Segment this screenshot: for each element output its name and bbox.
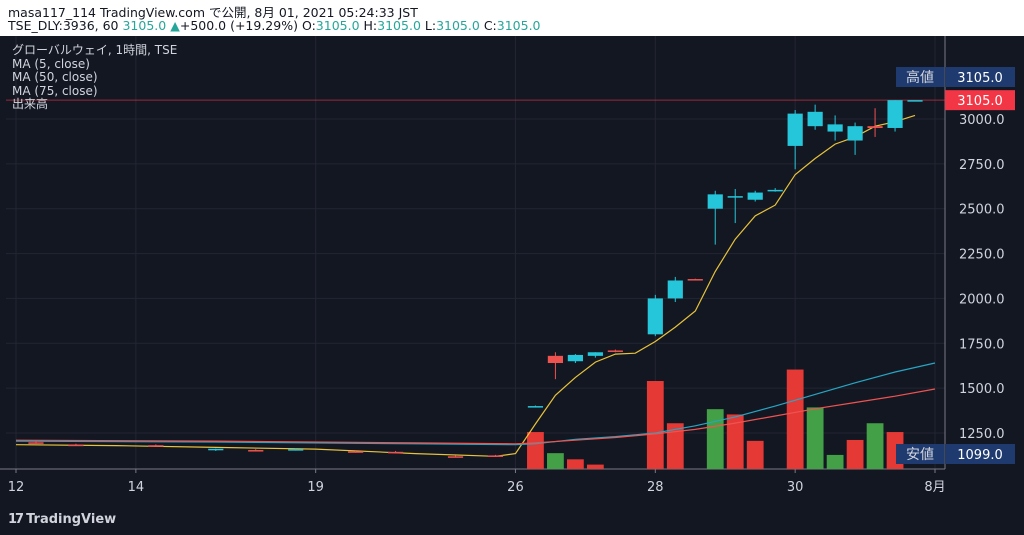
candle-body bbox=[68, 444, 84, 447]
candle-body bbox=[547, 355, 564, 364]
candle-body bbox=[248, 450, 264, 452]
volume-bar bbox=[806, 407, 824, 469]
x-tick-label: 14 bbox=[128, 480, 145, 495]
y-tick-label: 3000.0 bbox=[959, 113, 1005, 128]
volume-bar bbox=[527, 432, 544, 469]
candle-body bbox=[387, 451, 404, 454]
last-price: 3105.0 bbox=[122, 18, 167, 33]
y-tick-label: 1250.0 bbox=[959, 427, 1005, 442]
candle-body bbox=[747, 192, 763, 200]
tradingview-logo-text: TradingView bbox=[26, 512, 117, 527]
ma-line bbox=[15, 114, 916, 457]
close-value: 3105.0 bbox=[496, 18, 541, 33]
low-badge-label-bg bbox=[896, 444, 944, 464]
x-tick-label: 30 bbox=[787, 480, 804, 495]
x-tick-label: 28 bbox=[647, 480, 664, 495]
candle-body bbox=[827, 124, 843, 132]
high-badge-value-bg bbox=[945, 67, 1015, 87]
high-value: 3105.0 bbox=[377, 18, 421, 33]
candle-body bbox=[907, 100, 923, 102]
volume-bar bbox=[646, 381, 664, 469]
candle-body bbox=[567, 354, 583, 362]
volume-bar bbox=[706, 409, 724, 469]
candle-body bbox=[847, 126, 863, 141]
symbol-label: TSE_DLY:3936, 60 bbox=[8, 18, 123, 33]
candle-body bbox=[867, 126, 883, 128]
legend-symbol-title[interactable]: グローバルウェイ, 1時間, TSE bbox=[12, 43, 178, 57]
legend-ma50[interactable]: MA (50, close) bbox=[12, 70, 98, 84]
open-value: 3105.0 bbox=[315, 18, 360, 33]
candle-body bbox=[208, 448, 224, 451]
tradingview-mark-icon: 17 bbox=[8, 512, 24, 527]
legend-ma75[interactable]: MA (75, close) bbox=[12, 83, 98, 98]
volume-bar bbox=[567, 459, 584, 469]
candle-body bbox=[527, 406, 544, 408]
candle-body bbox=[148, 445, 164, 447]
candle-body bbox=[587, 352, 603, 356]
change-arrow-icon: ▲ bbox=[170, 18, 180, 33]
volume-bar bbox=[586, 464, 604, 469]
low-badge-value-bg bbox=[945, 444, 1015, 464]
high-badge-label: 高値 bbox=[906, 69, 934, 86]
last-price-badge-value-bg bbox=[945, 90, 1015, 111]
candle-body bbox=[348, 451, 364, 453]
x-tick-label: 19 bbox=[307, 480, 324, 495]
tradingview-logo[interactable]: 17 TradingView bbox=[8, 512, 116, 527]
volume-bar bbox=[786, 369, 804, 469]
y-tick-label: 2000.0 bbox=[959, 292, 1005, 307]
low-badge-label: 安値 bbox=[906, 447, 934, 463]
ma-line bbox=[15, 362, 936, 446]
volume-bar bbox=[547, 453, 564, 469]
low-value: 3105.0 bbox=[436, 18, 480, 33]
low-badge-value: 1099.0 bbox=[957, 448, 1003, 463]
candle-body bbox=[447, 456, 464, 458]
legend-ma5[interactable]: MA (5, close) bbox=[12, 56, 90, 71]
price-chart[interactable]: 1250.0 1500.0 1750.0 2000.0 2250.0 2500.0 2750… bbox=[0, 36, 1024, 503]
volume-bar bbox=[826, 454, 844, 469]
candle-body bbox=[28, 442, 44, 444]
last-price-badge-value: 3105.0 bbox=[957, 94, 1003, 109]
candle-body bbox=[727, 196, 743, 198]
close-label: C: bbox=[483, 18, 497, 33]
volume-bar bbox=[866, 423, 884, 469]
x-tick-label: 12 bbox=[8, 480, 25, 495]
volume-bar bbox=[746, 440, 764, 469]
candle-body bbox=[787, 113, 803, 146]
volume-bar bbox=[846, 439, 864, 469]
candle-body bbox=[607, 350, 623, 352]
x-tick-label: 8月 bbox=[924, 480, 945, 495]
x-tick-label: 26 bbox=[507, 480, 524, 495]
footer: 17 TradingView bbox=[0, 503, 1024, 535]
ohlc-line: TSE_DLY:3936, 60 3105.0 ▲+500.0 (+19.29%… bbox=[8, 18, 541, 33]
candle-body bbox=[687, 279, 703, 281]
high-label: H: bbox=[363, 18, 378, 33]
candle-body bbox=[887, 100, 903, 128]
y-tick-label: 2250.0 bbox=[959, 248, 1005, 263]
candle-body bbox=[707, 194, 723, 209]
high-badge-value: 3105.0 bbox=[957, 71, 1003, 86]
y-tick-label: 2750.0 bbox=[959, 158, 1005, 173]
publish-info: masa117_114 TradingView.com で公開, 8月 01, … bbox=[8, 5, 418, 20]
indicator-legend: グローバルウェイ, 1時間, TSE MA (5, close) MA (50,… bbox=[12, 43, 178, 112]
chart-header: masa117_114 TradingView.com で公開, 8月 01, … bbox=[0, 0, 1024, 36]
y-tick-label: 1500.0 bbox=[959, 382, 1005, 397]
candle-body bbox=[647, 298, 663, 335]
candle-body bbox=[288, 449, 304, 451]
candle-body bbox=[767, 189, 783, 192]
candle-body bbox=[807, 111, 823, 127]
candle-body bbox=[487, 455, 504, 457]
open-label: O: bbox=[301, 18, 316, 33]
high-badge-label-bg bbox=[896, 67, 944, 87]
change-value: +500.0 (+19.29%) bbox=[179, 18, 298, 33]
y-tick-label: 1750.0 bbox=[959, 337, 1005, 352]
y-tick-label: 2500.0 bbox=[959, 203, 1005, 218]
volume-bar bbox=[666, 423, 684, 469]
chart-background bbox=[0, 36, 1024, 503]
ma-line bbox=[15, 388, 936, 445]
candle-body bbox=[667, 280, 683, 299]
legend-volume[interactable]: 出来高 bbox=[12, 97, 49, 111]
volume-bar bbox=[726, 414, 744, 469]
low-label: L: bbox=[424, 18, 437, 33]
